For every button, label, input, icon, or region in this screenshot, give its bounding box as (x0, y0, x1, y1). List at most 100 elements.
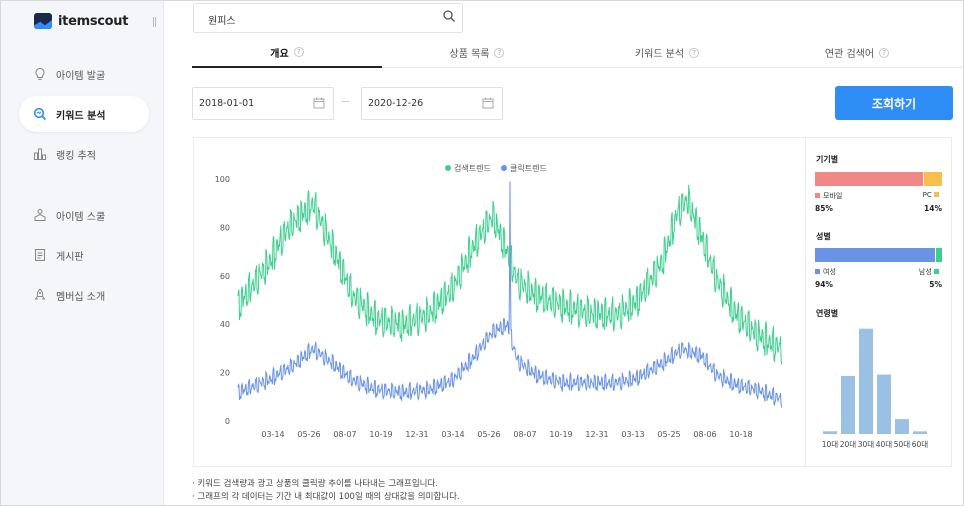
logo-icon (34, 13, 52, 29)
sidebar-item-board[interactable]: 게시판 (19, 237, 149, 273)
y-tick-label: 0 (225, 417, 230, 426)
y-tick-label: 40 (220, 320, 230, 329)
age-bar-chart: 10대 20대 30대 40대 50대 60대 (822, 328, 929, 449)
legend-swatch (934, 269, 939, 274)
sidebar-item-label: 아이템 발굴 (56, 70, 106, 82)
legend-swatch (934, 192, 939, 197)
x-axis: 03-14 05-26 08-07 10-19 12-31 03-14 05-26 08-07… (261, 430, 752, 439)
search-input[interactable] (208, 10, 428, 28)
sidebar-item-label: 게시판 (56, 251, 84, 263)
age-bar (895, 419, 909, 434)
start-date-field[interactable]: 2018-01-01 (192, 87, 334, 120)
age-bar (877, 374, 891, 434)
tab-bar: 개요 ? 상품 목록 ? 키워드 분석 ? 연관 검색어 ? (192, 38, 963, 68)
y-axis: 0 20 40 60 80 100 (215, 175, 230, 426)
board-icon (33, 248, 47, 262)
bar-chart-icon (33, 147, 47, 161)
x-tick-label: 10-19 (549, 430, 572, 439)
help-icon[interactable]: ? (689, 47, 700, 58)
sidebar-item-item-school[interactable]: 아이템 스쿨 (19, 197, 149, 233)
age-bar (823, 431, 837, 434)
sidebar-item-keyword-analysis[interactable]: 키워드 분석 (19, 96, 149, 132)
chart-legend[interactable]: 검색트렌드 클릭트렌드 (445, 163, 547, 173)
sidebar-item-label: 멤버십 소개 (56, 291, 106, 303)
device-pc-segment (924, 172, 942, 186)
bar-gap (934, 248, 936, 262)
tab-overview[interactable]: 개요 ? (192, 38, 382, 68)
age-category-label: 40대 (876, 440, 893, 449)
gender-female-label: 여성 (823, 268, 836, 276)
trend-panel (193, 137, 952, 467)
side-panel-divider (805, 138, 806, 466)
sidebar-item-ranking-tracking[interactable]: 랭킹 추적 (19, 136, 149, 172)
sidebar-item-membership[interactable]: 멤버십 소개 (19, 277, 149, 313)
date-range-separator (342, 101, 349, 102)
age-category-label: 10대 (822, 440, 839, 449)
collapse-handle-icon[interactable] (153, 17, 156, 27)
device-mobile-label: 모바일 (823, 192, 843, 200)
x-tick-label: 03-14 (441, 430, 464, 439)
trend-chart: 검색트렌드 클릭트렌드 0 20 40 60 80 100 03-14 05-26 08-07… (215, 163, 783, 439)
device-pc-label: PC (922, 191, 932, 199)
sidebar-item-item-discovery[interactable]: 아이템 발굴 (19, 56, 149, 92)
age-bar (913, 431, 927, 434)
age-bar (841, 375, 855, 434)
device-pc-percent: 14% (924, 204, 942, 213)
x-tick-label: 03-13 (621, 430, 644, 439)
sidebar-item-label: 아이템 스쿨 (56, 211, 106, 223)
y-tick-label: 80 (220, 223, 230, 232)
start-date-value: 2018-01-01 (199, 98, 255, 109)
sidebar: itemscout 아이템 발굴 키워드 분석 랭킹 추적 아이템 스쿨 게시판 (1, 1, 164, 505)
school-icon (33, 208, 47, 222)
age-bar (859, 328, 873, 434)
chart-note: · 그래프의 각 데이터는 기간 내 최대값이 100일 때의 상대값을 의미합… (192, 492, 460, 502)
y-tick-label: 60 (220, 272, 230, 281)
logo-text: itemscout (58, 13, 129, 29)
gender-male-label: 남성 (918, 268, 932, 276)
tab-keyword-analysis[interactable]: 키워드 분석 ? (572, 38, 762, 67)
end-date-value: 2020-12-26 (368, 98, 424, 109)
help-icon[interactable]: ? (879, 47, 890, 58)
search-box (193, 3, 463, 33)
chart-note: · 키워드 검색량과 광고 상품의 클릭량 추이를 나타내는 그래프입니다. (192, 479, 438, 489)
keyword-search-icon (33, 107, 47, 121)
query-button[interactable]: 조회하기 (835, 86, 953, 120)
legend-swatch (815, 193, 820, 198)
sidebar-item-label: 랭킹 추적 (56, 150, 96, 162)
x-tick-label: 10-19 (369, 430, 392, 439)
calendar-icon[interactable] (482, 97, 494, 109)
bar-gap (923, 172, 925, 186)
device-ratio-bar (815, 172, 942, 186)
calendar-icon[interactable] (313, 97, 325, 109)
age-title: 연령별 (816, 309, 839, 318)
help-icon[interactable]: ? (293, 47, 304, 57)
tab-related-keywords[interactable]: 연관 검색어 ? (762, 38, 952, 67)
logo[interactable]: itemscout (34, 13, 128, 29)
age-category-label: 60대 (912, 440, 929, 449)
search-icon[interactable] (442, 9, 456, 23)
tab-label: 개요 (270, 48, 289, 60)
device-mobile-segment (815, 172, 924, 186)
gender-male-segment (935, 248, 942, 262)
legend-marker-search (445, 165, 451, 171)
x-tick-label: 10-18 (729, 430, 752, 439)
sidebar-item-label: 키워드 분석 (56, 110, 106, 122)
age-category-label: 20대 (840, 440, 857, 449)
tab-product-list[interactable]: 상품 목록 ? (382, 38, 572, 67)
gender-male-percent: 5% (929, 280, 942, 289)
gender-title: 성별 (816, 232, 831, 241)
y-tick-label: 20 (220, 369, 230, 378)
gender-female-segment (815, 248, 935, 262)
x-tick-label: 12-31 (585, 430, 608, 439)
end-date-field[interactable]: 2020-12-26 (361, 87, 503, 120)
x-tick-label: 05-26 (477, 430, 500, 439)
legend-marker-click (501, 165, 507, 171)
legend-label-click: 클릭트렌드 (510, 163, 547, 173)
x-tick-label: 05-25 (657, 430, 680, 439)
x-tick-label: 08-06 (693, 430, 716, 439)
gender-ratio-bar (815, 248, 942, 262)
help-icon[interactable]: ? (494, 47, 505, 58)
age-category-label: 30대 (858, 440, 875, 449)
tab-label: 연관 검색어 (824, 49, 875, 60)
x-tick-label: 05-26 (297, 430, 320, 439)
